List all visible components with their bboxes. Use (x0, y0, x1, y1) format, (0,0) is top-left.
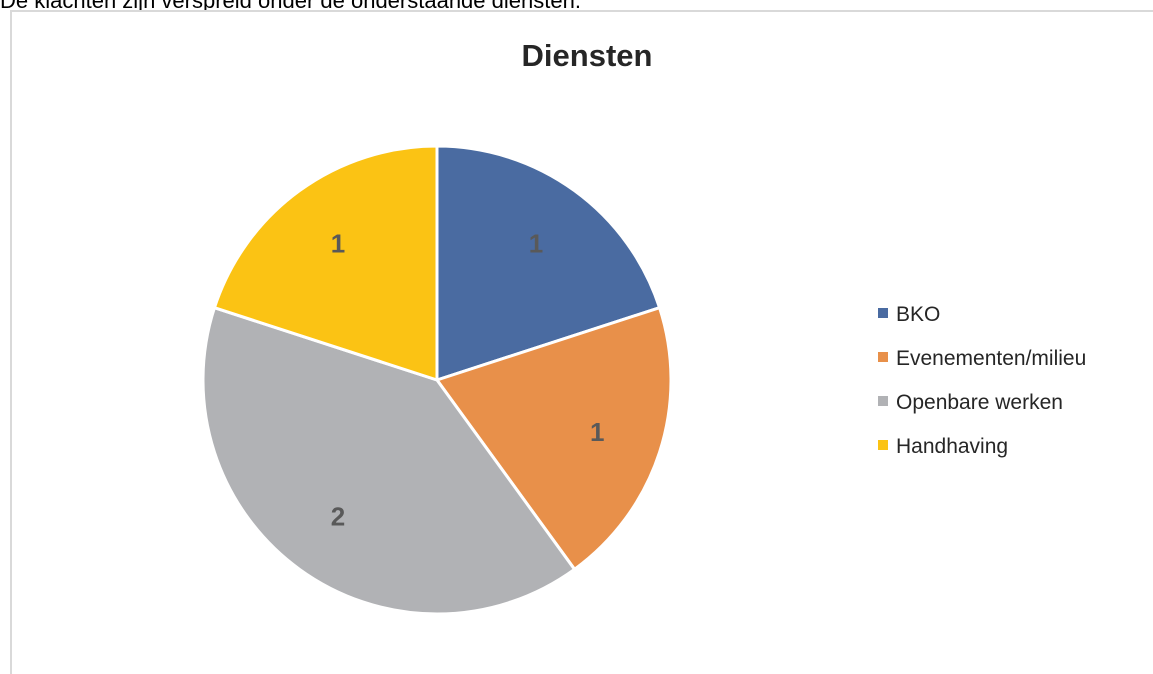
legend-label-bko: BKO (896, 303, 940, 326)
data-label-bko: 1 (529, 229, 543, 259)
pie-slices (201, 144, 673, 616)
legend-swatch-openbare-werken (878, 396, 888, 406)
chart-title: Diensten (522, 38, 653, 73)
legend-label-openbare-werken: Openbare werken (896, 391, 1063, 414)
pie-data-labels: 1 1 2 1 (331, 229, 605, 532)
legend-label-evenementen-milieu: Evenementen/milieu (896, 347, 1086, 370)
legend-swatch-bko (878, 308, 888, 318)
legend-label-handhaving: Handhaving (896, 435, 1008, 458)
legend-swatch-evenementen-milieu (878, 352, 888, 362)
pie-slice-handhaving (212, 144, 439, 382)
data-label-handhaving: 1 (331, 229, 345, 259)
pie-slice-openbare-werken (201, 306, 577, 616)
data-label-openbare-werken: 2 (331, 501, 345, 531)
pie-slice-bko (435, 144, 662, 382)
pie-slice-evenementen-milieu (435, 306, 673, 571)
intro-text: De klachten zijn verspreid onder de onde… (0, 0, 581, 13)
legend-swatch-handhaving (878, 440, 888, 450)
legend: BKO Evenementen/milieu Openbare werken Hand… (878, 303, 1086, 458)
data-label-evenementen-milieu: 1 (590, 417, 604, 447)
